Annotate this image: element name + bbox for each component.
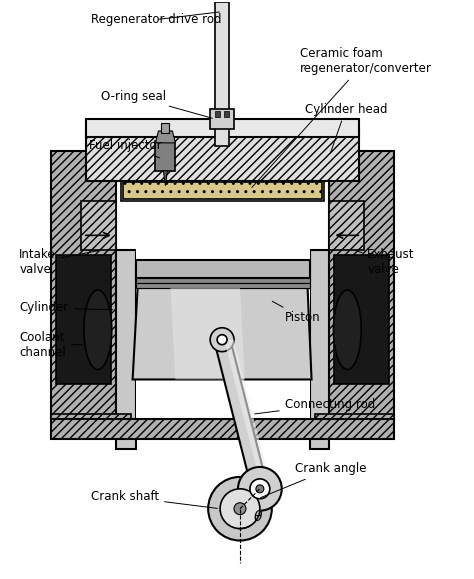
Text: Crank angle: Crank angle <box>260 463 366 498</box>
Bar <box>86 119 359 137</box>
Circle shape <box>250 479 270 499</box>
Polygon shape <box>214 338 268 491</box>
Bar <box>121 181 325 200</box>
Bar <box>136 200 310 419</box>
Bar <box>210 109 234 129</box>
Text: O-ring seal: O-ring seal <box>101 90 212 118</box>
Bar <box>215 111 220 117</box>
Polygon shape <box>315 414 394 429</box>
Ellipse shape <box>333 290 361 369</box>
Text: Connecting rod: Connecting rod <box>255 398 375 414</box>
Bar <box>136 260 310 278</box>
Bar <box>215 2 229 146</box>
Bar <box>136 278 310 283</box>
Circle shape <box>256 485 264 493</box>
Circle shape <box>234 503 246 515</box>
Text: Intake
valve: Intake valve <box>19 248 98 276</box>
Text: Ceramic foam
regenerator/converter: Ceramic foam regenerator/converter <box>252 47 431 188</box>
Circle shape <box>220 489 260 529</box>
Text: Piston: Piston <box>272 301 320 324</box>
Polygon shape <box>51 414 131 429</box>
Polygon shape <box>224 340 272 489</box>
Bar <box>224 111 229 117</box>
Polygon shape <box>170 288 245 379</box>
Ellipse shape <box>84 290 112 369</box>
Bar <box>136 283 310 288</box>
Circle shape <box>238 467 282 511</box>
Text: Crank shaft: Crank shaft <box>91 490 218 508</box>
Bar <box>310 250 329 449</box>
Polygon shape <box>232 499 268 501</box>
Text: Fuel injector: Fuel injector <box>89 140 162 158</box>
Polygon shape <box>155 131 175 143</box>
Text: Cylinder: Cylinder <box>19 302 113 314</box>
Polygon shape <box>155 141 175 171</box>
Polygon shape <box>81 200 116 250</box>
Text: Cylinder head: Cylinder head <box>305 102 387 153</box>
Polygon shape <box>164 171 167 186</box>
Polygon shape <box>86 131 359 181</box>
Polygon shape <box>329 200 364 250</box>
Text: Coolant
channel: Coolant channel <box>19 331 83 358</box>
Text: θ: θ <box>254 510 262 523</box>
Text: Regenerator drive rod: Regenerator drive rod <box>91 12 221 26</box>
Circle shape <box>217 335 227 345</box>
Polygon shape <box>51 419 394 439</box>
Bar <box>335 255 389 384</box>
Bar <box>162 123 169 133</box>
Circle shape <box>208 477 272 541</box>
Polygon shape <box>329 151 394 419</box>
Polygon shape <box>51 151 116 419</box>
Bar <box>123 182 321 199</box>
Circle shape <box>210 328 234 351</box>
Polygon shape <box>133 288 311 379</box>
Bar <box>56 255 111 384</box>
Bar <box>116 250 136 449</box>
Text: Exhaust
valve: Exhaust valve <box>357 248 415 276</box>
